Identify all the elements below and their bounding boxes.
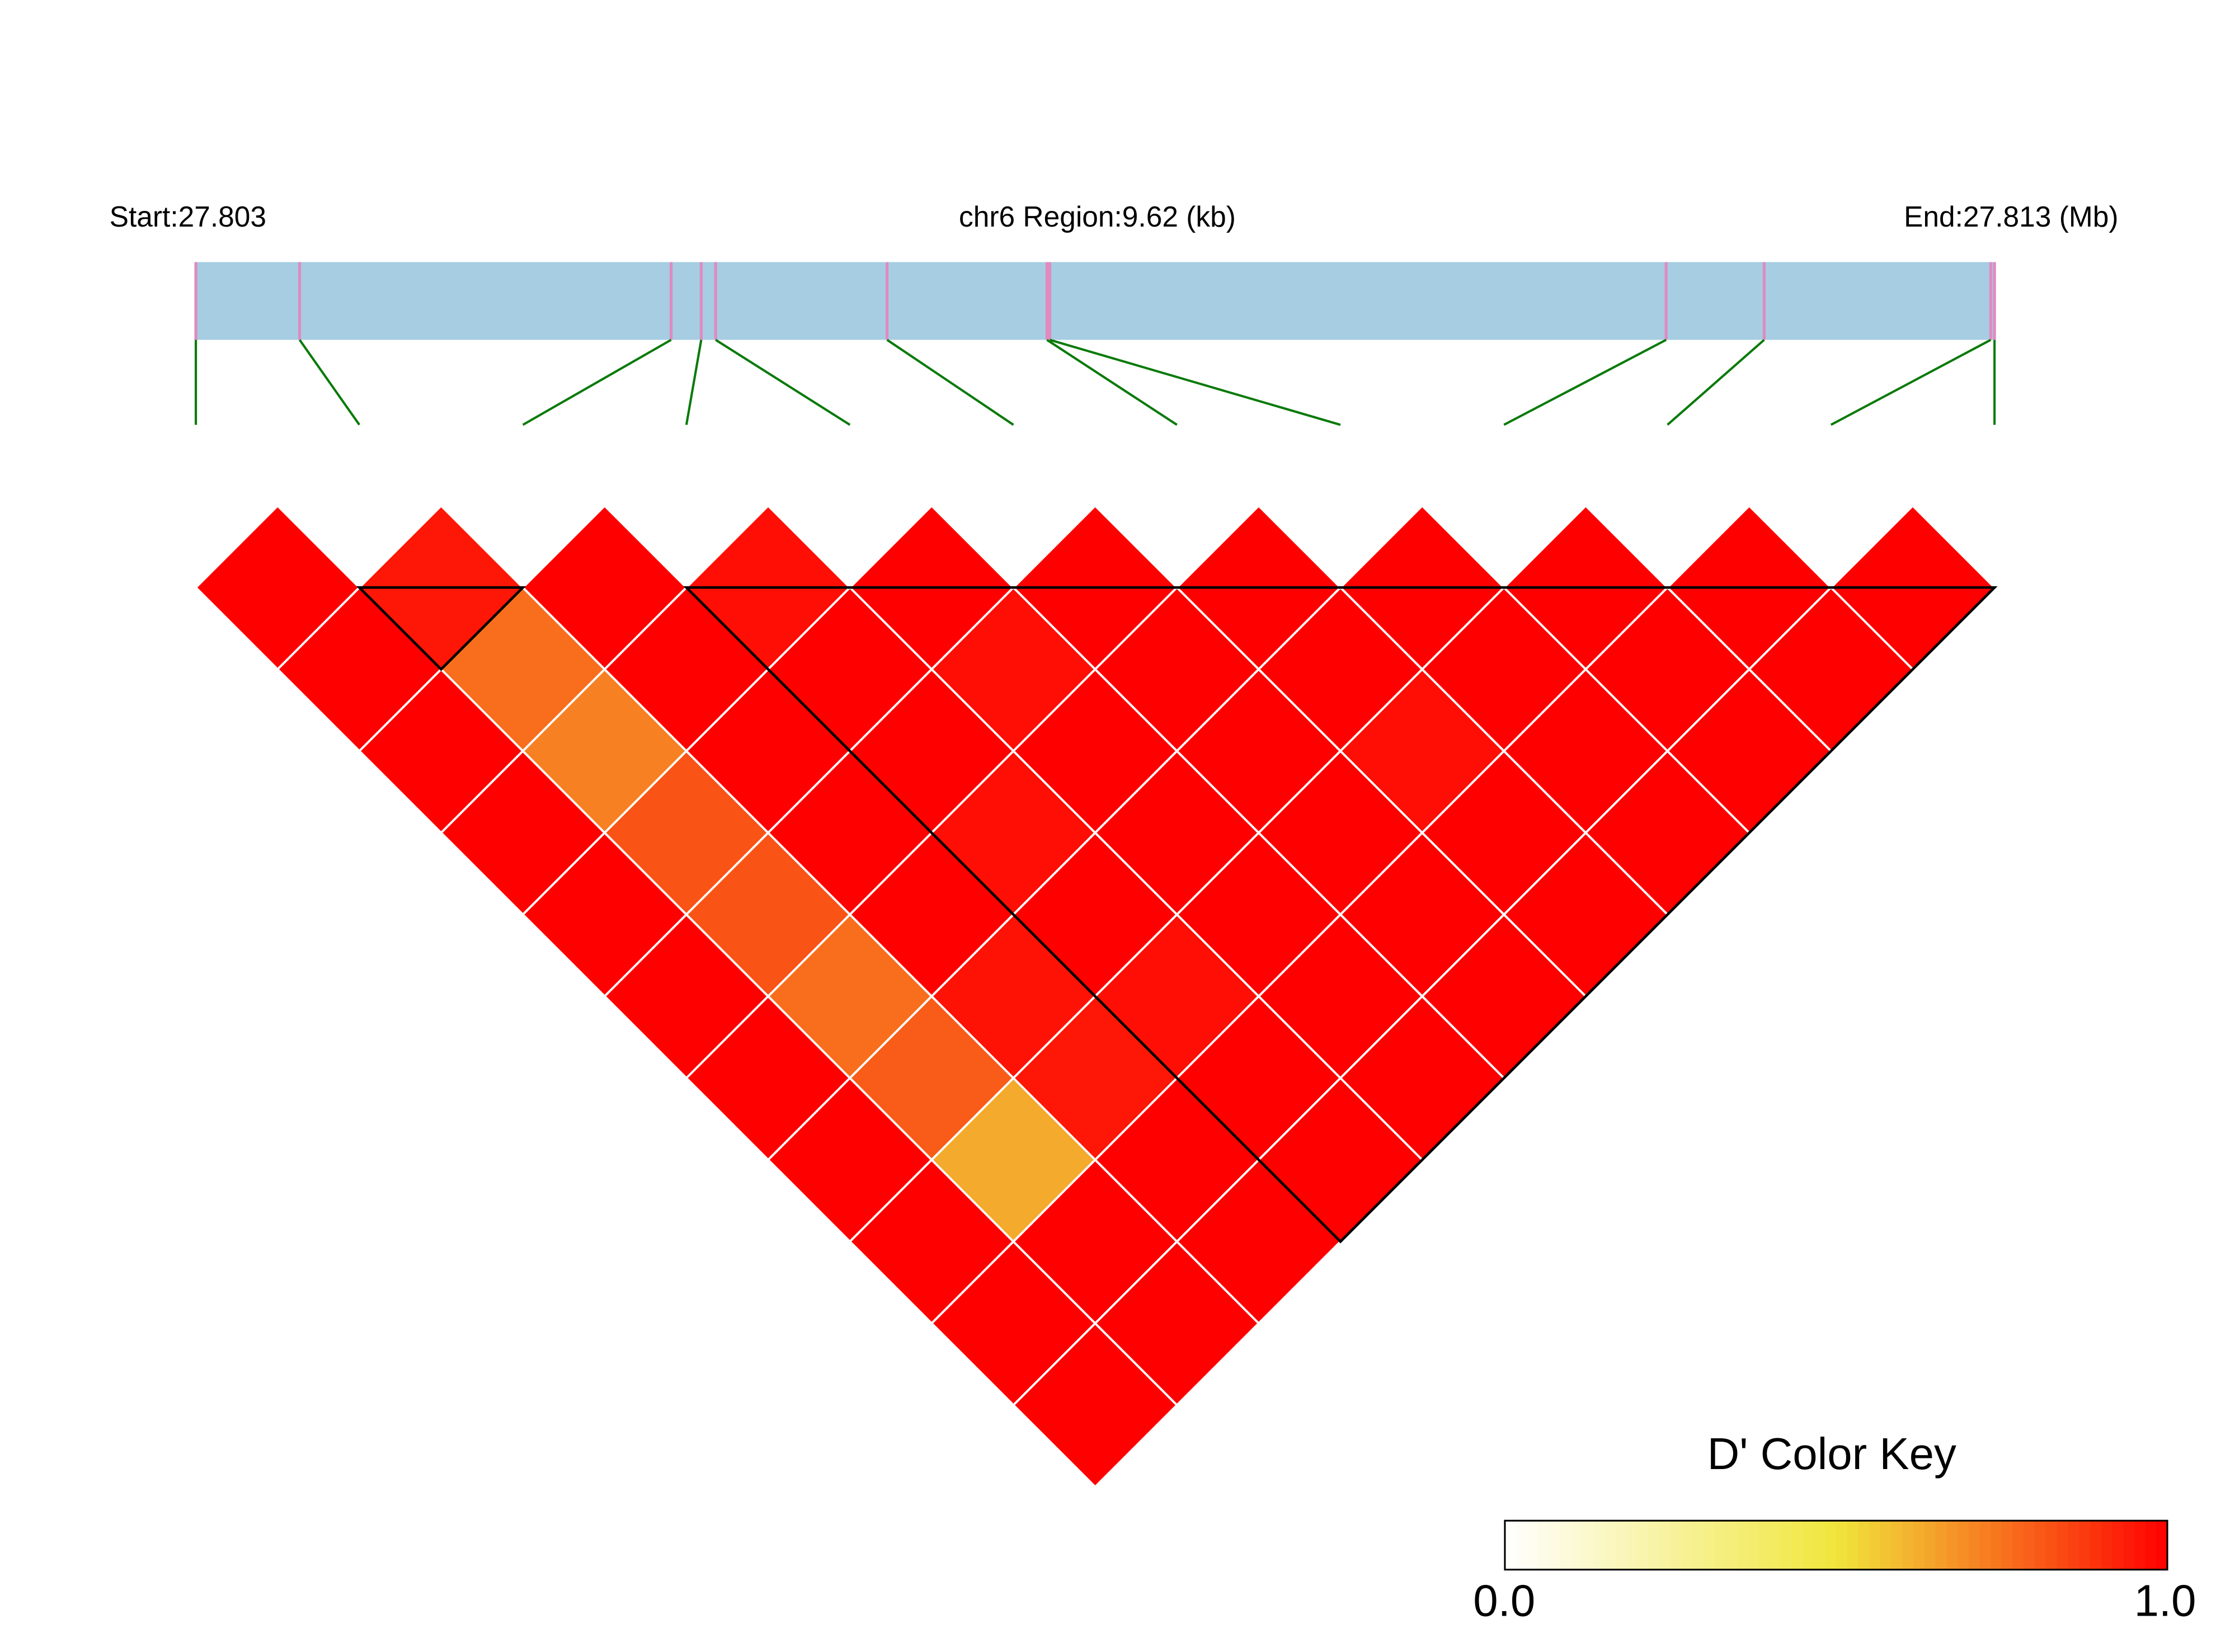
key-swatch <box>1593 1521 1605 1570</box>
key-swatch <box>2123 1521 2135 1570</box>
key-title: D' Color Key <box>1707 1429 1956 1479</box>
key-swatch <box>1792 1521 1804 1570</box>
key-swatch <box>1836 1521 1848 1570</box>
key-swatch <box>1637 1521 1649 1570</box>
key-swatch <box>1538 1521 1550 1570</box>
key-swatch <box>1825 1521 1837 1570</box>
key-swatch <box>1991 1521 2003 1570</box>
key-swatch <box>1968 1521 1980 1570</box>
snp-link <box>886 338 1014 426</box>
key-swatch <box>1891 1521 1903 1570</box>
key-swatch <box>1946 1521 1959 1570</box>
snp-link <box>1503 338 1667 426</box>
key-swatch <box>1758 1521 1771 1570</box>
key-swatch <box>1725 1521 1738 1570</box>
key-swatch <box>1869 1521 1881 1570</box>
key-swatch <box>1770 1521 1782 1570</box>
key-swatch <box>2145 1521 2157 1570</box>
key-frame <box>1504 1519 2168 1571</box>
key-swatch <box>1858 1521 1870 1570</box>
key-swatch <box>1847 1521 1859 1570</box>
key-swatch <box>2156 1521 2168 1570</box>
key-swatch <box>1748 1521 1760 1570</box>
key-swatch <box>1626 1521 1639 1570</box>
key-tick-label: 1.0 <box>2134 1576 2196 1626</box>
key-swatch <box>1560 1521 1572 1570</box>
key-swatch <box>1659 1521 1672 1570</box>
key-swatch <box>2079 1521 2091 1570</box>
snp-link <box>685 340 703 425</box>
key-swatch <box>1604 1521 1616 1570</box>
key-swatch <box>1737 1521 1749 1570</box>
start-label: Start:27.803 <box>110 200 266 233</box>
key-swatch <box>2068 1521 2080 1570</box>
key-swatch <box>1958 1521 1970 1570</box>
key-swatch <box>1924 1521 1936 1570</box>
key-swatch <box>1681 1521 1693 1570</box>
key-swatch <box>1549 1521 1561 1570</box>
key-swatch <box>1814 1521 1826 1570</box>
snp-link <box>298 339 361 426</box>
key-swatch <box>2024 1521 2036 1570</box>
key-swatch <box>2112 1521 2124 1570</box>
key-swatch <box>1880 1521 1892 1570</box>
key-swatch <box>2101 1521 2113 1570</box>
region-label: chr6 Region:9.62 (kb) <box>959 200 1236 233</box>
key-swatch <box>1670 1521 1682 1570</box>
key-swatch <box>2134 1521 2146 1570</box>
key-swatch <box>1571 1521 1583 1570</box>
key-swatch <box>2035 1521 2047 1570</box>
key-swatch <box>1714 1521 1726 1570</box>
snp-link <box>522 338 672 426</box>
end-label: End:27.813 (Mb) <box>1904 200 2118 233</box>
key-swatch <box>2001 1521 2014 1570</box>
key-tick-label: 0.0 <box>1473 1576 1535 1626</box>
key-swatch <box>1803 1521 1815 1570</box>
key-swatch <box>1615 1521 1627 1570</box>
ld-block <box>356 586 526 671</box>
key-swatch <box>1516 1521 1528 1570</box>
key-swatch <box>1582 1521 1594 1570</box>
snp-link <box>715 338 851 426</box>
key-swatch <box>1781 1521 1793 1570</box>
key-swatch <box>1913 1521 1926 1570</box>
snp-link <box>1830 338 1992 426</box>
key-swatch <box>1902 1521 1914 1570</box>
ld-block <box>683 586 1998 1244</box>
key-swatch <box>1692 1521 1705 1570</box>
key-swatch <box>2045 1521 2058 1570</box>
snp-link <box>1049 338 1341 426</box>
region-bar <box>196 262 1995 340</box>
key-swatch <box>2012 1521 2025 1570</box>
key-swatch <box>1704 1521 1716 1570</box>
key-swatch <box>1935 1521 1947 1570</box>
key-swatch <box>2090 1521 2102 1570</box>
snp-link <box>1667 338 1765 426</box>
key-swatch <box>1979 1521 1992 1570</box>
key-swatch <box>1504 1521 1517 1570</box>
key-swatch <box>2057 1521 2069 1570</box>
snp-link <box>1046 338 1178 426</box>
key-swatch <box>1527 1521 1539 1570</box>
key-swatch <box>1648 1521 1660 1570</box>
